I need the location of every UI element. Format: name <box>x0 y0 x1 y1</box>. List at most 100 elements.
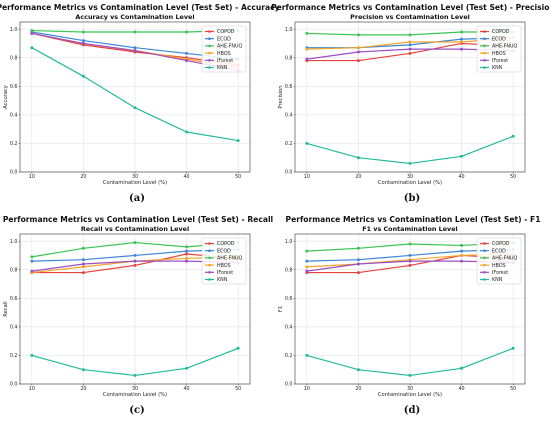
data-point <box>236 139 240 143</box>
y-tick-label: 1.0 <box>285 27 293 33</box>
legend-marker <box>483 242 486 245</box>
data-point <box>236 346 240 350</box>
legend-entry: AHE-FNUQ <box>492 256 518 262</box>
plot-frame <box>294 233 526 385</box>
legend-entry: HBOS <box>492 263 506 269</box>
legend-marker <box>483 30 486 33</box>
y-tick-label: 0.8 <box>10 55 18 61</box>
x-tick-label: 40 <box>184 174 190 180</box>
data-point <box>460 366 464 370</box>
data-point <box>81 368 85 372</box>
legend-marker <box>208 256 211 260</box>
legend-entry: ECOD <box>492 36 506 42</box>
data-point <box>305 57 309 61</box>
data-point <box>356 262 360 266</box>
chart-panel-4: Performance Metrics vs Contamination Lev… <box>278 215 540 416</box>
y-axis-label: Recall <box>3 301 9 316</box>
data-point <box>408 33 412 37</box>
data-point <box>30 29 34 33</box>
data-point <box>460 243 464 247</box>
legend-marker <box>208 66 211 69</box>
legend-marker <box>483 44 486 48</box>
panel-caption: (a) <box>129 193 145 204</box>
data-point <box>408 242 412 246</box>
data-point <box>81 30 85 34</box>
data-point <box>30 255 34 259</box>
data-point <box>133 259 137 263</box>
axes-title: Accuracy vs Contamination Level <box>75 13 194 21</box>
x-tick-label: 20 <box>355 386 361 392</box>
data-point <box>460 30 464 34</box>
data-point <box>185 30 189 34</box>
x-tick-label: 20 <box>80 174 86 180</box>
data-point <box>305 141 309 145</box>
legend-entry: KNN <box>217 277 228 283</box>
data-point <box>185 259 189 263</box>
data-point <box>185 245 189 249</box>
x-tick-label: 40 <box>459 386 465 392</box>
data-point <box>81 74 85 78</box>
legend-marker <box>483 271 486 274</box>
legend-entry: HBOS <box>492 51 506 57</box>
legend-entry: AHE-FNUQ <box>492 44 518 50</box>
data-point <box>305 265 309 269</box>
data-point <box>356 33 360 37</box>
data-point <box>133 30 137 34</box>
data-point <box>356 46 360 50</box>
x-tick-label: 10 <box>304 386 310 392</box>
data-point <box>408 40 412 44</box>
legend-marker <box>483 37 486 40</box>
legend-entry: COPOD <box>492 29 510 35</box>
data-point <box>408 263 412 267</box>
data-point <box>185 130 189 134</box>
legend-entry: COPOD <box>217 241 235 247</box>
data-point <box>81 262 85 266</box>
x-tick-label: 30 <box>407 386 413 392</box>
data-point <box>460 249 464 253</box>
y-tick-label: 0.2 <box>10 353 18 359</box>
legend-marker <box>483 263 486 267</box>
x-axis-label: Contamination Level (%) <box>103 180 167 186</box>
legend-entry: KNN <box>492 277 503 283</box>
data-point <box>133 106 137 110</box>
data-point <box>30 269 34 273</box>
panel-caption: (b) <box>404 193 420 204</box>
x-tick-label: 30 <box>407 174 413 180</box>
data-point <box>30 46 34 50</box>
legend-marker <box>483 66 486 69</box>
x-axis-label: Contamination Level (%) <box>378 392 442 398</box>
data-point <box>81 258 85 262</box>
plot-frame <box>19 21 251 173</box>
x-axis-label: Contamination Level (%) <box>378 180 442 186</box>
data-point <box>408 253 412 257</box>
data-point <box>511 346 515 350</box>
chart-panel-3: Performance Metrics vs Contamination Lev… <box>3 215 273 416</box>
x-tick-label: 50 <box>235 386 241 392</box>
axes-title: Precision vs Contamination Level <box>350 13 470 21</box>
x-tick-label: 10 <box>29 174 35 180</box>
data-point <box>133 253 137 257</box>
legend-entry: HBOS <box>217 263 231 269</box>
x-tick-label: 30 <box>132 174 138 180</box>
data-point <box>185 256 189 260</box>
y-tick-label: 0.6 <box>10 296 18 302</box>
legend-marker <box>483 51 486 55</box>
data-point <box>81 39 85 43</box>
y-tick-label: 0.0 <box>285 382 293 388</box>
data-point <box>408 43 412 47</box>
panel-caption: (d) <box>404 405 420 416</box>
data-point <box>408 259 412 263</box>
data-point <box>305 249 309 253</box>
legend-entry: IForest <box>492 270 508 276</box>
legend-marker <box>208 278 211 281</box>
y-tick-label: 0.2 <box>285 353 293 359</box>
legend-marker <box>208 263 211 267</box>
figure-suptitle: Performance Metrics vs Contamination Lev… <box>286 215 541 224</box>
plot-frame <box>19 233 251 385</box>
legend-marker <box>208 37 211 40</box>
axes-title: Recall vs Contamination Level <box>81 225 189 233</box>
legend-entry: AHE-FNUQ <box>217 44 243 50</box>
y-tick-label: 0.0 <box>10 170 18 176</box>
data-point <box>460 259 464 263</box>
